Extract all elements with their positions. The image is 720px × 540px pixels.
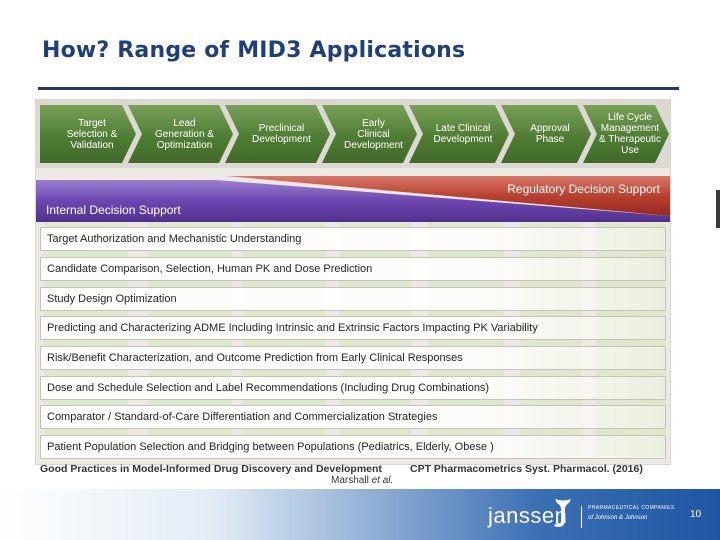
application-label: Risk/Benefit Characterization, and Outco…	[47, 352, 463, 364]
decision-support-bands	[36, 176, 670, 222]
citation-journal: CPT Pharmacometrics Syst. Pharmacol. (20…	[410, 463, 643, 475]
application-row: Patient Population Selection and Bridgin…	[40, 435, 666, 459]
application-label: Patient Population Selection and Bridgin…	[47, 441, 494, 453]
phase-chevron-preclinical: Preclinical Development	[225, 105, 330, 163]
internal-decision-band	[36, 180, 670, 222]
mid3-figure: Target Selection & Validation Lead Gener…	[36, 100, 670, 464]
phase-chevron-target: Target Selection & Validation	[40, 105, 136, 163]
citation-article-title: Good Practices in Model-Informed Drug Di…	[40, 463, 382, 475]
edge-marker	[716, 190, 720, 228]
application-label: Candidate Comparison, Selection, Human P…	[47, 263, 373, 275]
application-row: Target Authorization and Mechanistic Und…	[40, 227, 666, 251]
phase-label: Early Clinical Development	[344, 117, 403, 151]
title-underline	[38, 87, 679, 90]
application-label: Comparator / Standard-of-Care Differenti…	[47, 411, 438, 423]
logo-divider	[581, 506, 582, 528]
application-label: Predicting and Characterizing ADME Inclu…	[47, 322, 538, 334]
application-row: Comparator / Standard-of-Care Differenti…	[40, 405, 666, 429]
slide-title: How? Range of MID3 Applications	[42, 38, 466, 63]
page-number: 10	[690, 509, 702, 520]
phase-label: Lead Generation & Optimization	[155, 117, 214, 151]
phase-label: Life Cycle Management & Therapeutic Use	[598, 112, 662, 156]
phase-label: Late Clinical Development	[433, 123, 493, 145]
citation-et-al: et al.	[371, 475, 394, 486]
phase-label: Target Selection & Validation	[66, 117, 118, 151]
application-row: Study Design Optimization	[40, 287, 666, 311]
application-row: Candidate Comparison, Selection, Human P…	[40, 257, 666, 281]
application-label: Dose and Schedule Selection and Label Re…	[47, 382, 490, 394]
footer-band	[0, 489, 720, 540]
phase-chevron-early-clinical: Early Clinical Development	[322, 105, 417, 163]
phase-chevron-approval: Approval Phase	[501, 105, 591, 163]
citation-author: Marshall et al.	[331, 475, 393, 486]
application-label: Study Design Optimization	[47, 293, 177, 305]
application-row: Risk/Benefit Characterization, and Outco…	[40, 346, 666, 370]
phase-chevron-life-cycle: Life Cycle Management & Therapeutic Use	[583, 105, 669, 163]
phase-label: Approval Phase	[530, 123, 570, 145]
application-row: Predicting and Characterizing ADME Inclu…	[40, 316, 666, 340]
regulatory-decision-label: Regulatory Decision Support	[507, 182, 660, 196]
internal-decision-label: Internal Decision Support	[46, 203, 181, 217]
application-row: Dose and Schedule Selection and Label Re…	[40, 376, 666, 400]
phase-chevron-lead: Lead Generation & Optimization	[128, 105, 233, 163]
phase-band: Target Selection & Validation Lead Gener…	[36, 100, 670, 168]
logo-parent-company: of Johnson & Johnson	[588, 515, 648, 521]
logo-tagline: PHARMACEUTICAL COMPANIES	[588, 505, 675, 511]
janssen-logo-text: janssen	[488, 503, 568, 528]
citation-author-name: Marshall	[331, 475, 369, 486]
janssen-logo-icon	[554, 499, 571, 527]
regulatory-decision-band	[226, 176, 670, 216]
phase-chevron-late-clinical: Late Clinical Development	[409, 105, 509, 163]
phase-label: Preclinical Development	[252, 123, 311, 145]
application-label: Target Authorization and Mechanistic Und…	[47, 233, 302, 245]
